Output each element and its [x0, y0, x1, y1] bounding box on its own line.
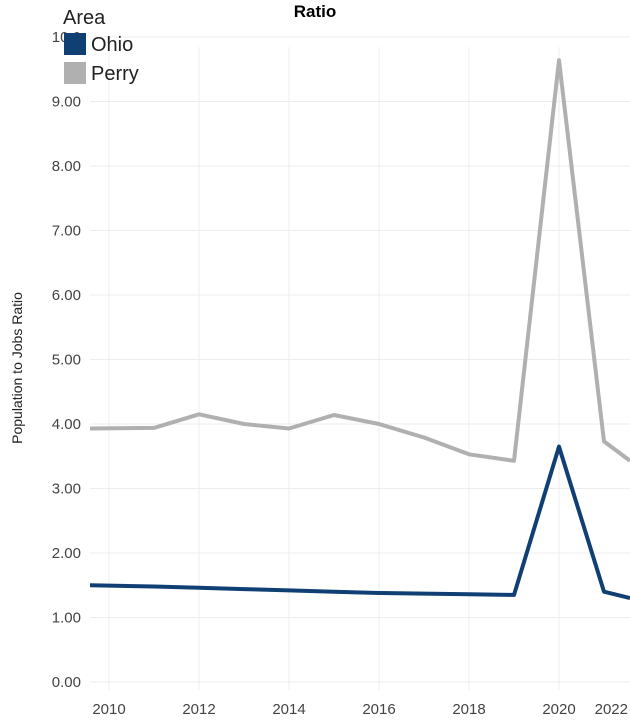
x-tick-label: 2022: [595, 701, 628, 718]
x-axis-ticks: 2010 2012 2014 2016 2018 2020 2022: [92, 701, 628, 718]
legend-swatch-perry: [64, 62, 86, 84]
legend-title: Area: [63, 7, 106, 29]
legend: Area Ohio Perry: [63, 7, 139, 85]
y-tick-label: 6.00: [52, 287, 81, 304]
y-tick-label: 4.00: [52, 416, 81, 433]
y-axis-ticks: 0.00 1.00 2.00 3.00 4.00 5.00 6.00 7.00 8.00 9.00…: [52, 29, 81, 691]
chart-title: Ratio: [294, 2, 337, 21]
series-line-perry: [89, 58, 630, 463]
y-axis-label: Population to Jobs Ratio: [9, 292, 25, 444]
y-tick-label: 0.00: [52, 674, 81, 691]
series-layer: [89, 58, 630, 601]
x-tick-label: 2010: [92, 701, 125, 718]
x-tick-label: 2016: [362, 701, 395, 718]
x-tick-label: 2012: [182, 701, 215, 718]
legend-label-ohio: Ohio: [91, 34, 133, 56]
y-tick-label: 8.00: [52, 158, 81, 175]
y-tick-label: 2.00: [52, 545, 81, 562]
series-line-ohio: [89, 444, 630, 601]
x-tick-label: 2014: [272, 701, 305, 718]
x-tick-label: 2018: [452, 701, 485, 718]
x-tick-label: 2020: [542, 701, 575, 718]
y-tick-label: 1.00: [52, 610, 81, 627]
y-tick-label: 9.00: [52, 94, 81, 111]
y-tick-label: 7.00: [52, 223, 81, 240]
y-tick-label: 5.00: [52, 352, 81, 369]
legend-label-perry: Perry: [91, 63, 139, 85]
grid-layer: [90, 36, 630, 690]
y-tick-label: 3.00: [52, 481, 81, 498]
legend-swatch-ohio: [64, 33, 86, 55]
